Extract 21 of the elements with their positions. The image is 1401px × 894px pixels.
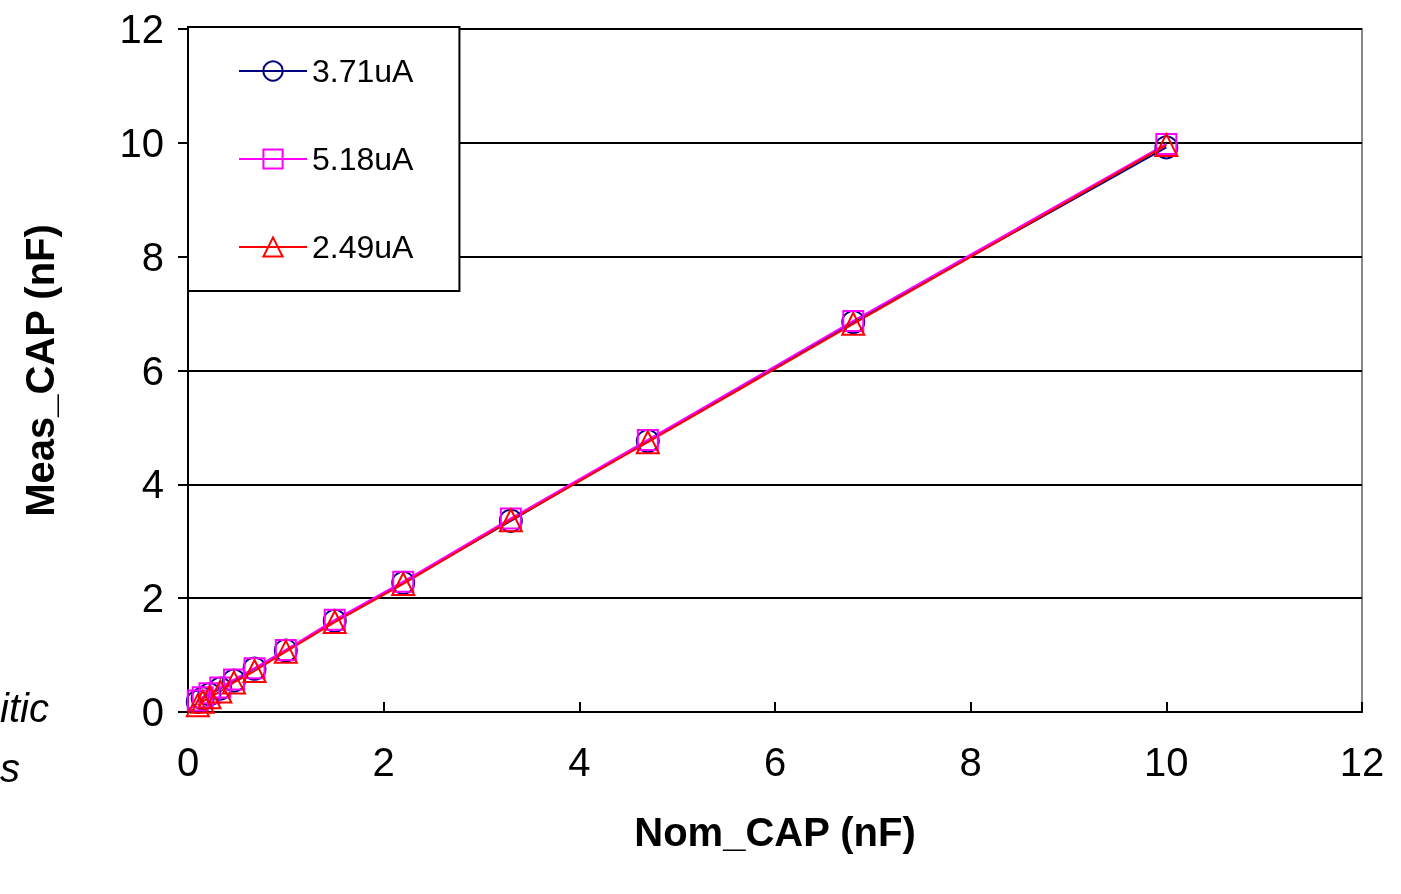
y-tick-label: 10 bbox=[119, 120, 164, 165]
y-tick-label: 12 bbox=[119, 7, 164, 51]
x-tick-label: 2 bbox=[372, 740, 395, 784]
x-tick-label: 12 bbox=[1339, 740, 1385, 784]
text: s bbox=[0, 746, 20, 790]
y-tick-label: 8 bbox=[141, 234, 164, 279]
y-tick-label: 0 bbox=[141, 690, 164, 734]
x-tick-label: 6 bbox=[763, 740, 787, 784]
y-tick-label: 4 bbox=[141, 462, 164, 507]
legend-label: 5.18uA bbox=[312, 141, 415, 177]
x-tick-label: 10 bbox=[1144, 740, 1189, 784]
legend-label: 2.49uA bbox=[312, 229, 415, 265]
y-tick-label: 6 bbox=[141, 348, 164, 393]
y-axis-title: Meas_CAP (nF) bbox=[18, 224, 62, 517]
legend-label: 3.71uA bbox=[312, 53, 415, 89]
x-tick-label: 8 bbox=[959, 740, 982, 784]
x-axis-title: Nom_CAP (nF) bbox=[634, 810, 916, 854]
text: itic bbox=[0, 686, 49, 730]
y-tick-label: 2 bbox=[141, 576, 164, 621]
x-tick-label: 4 bbox=[568, 740, 591, 784]
x-tick-label: 0 bbox=[176, 740, 200, 784]
